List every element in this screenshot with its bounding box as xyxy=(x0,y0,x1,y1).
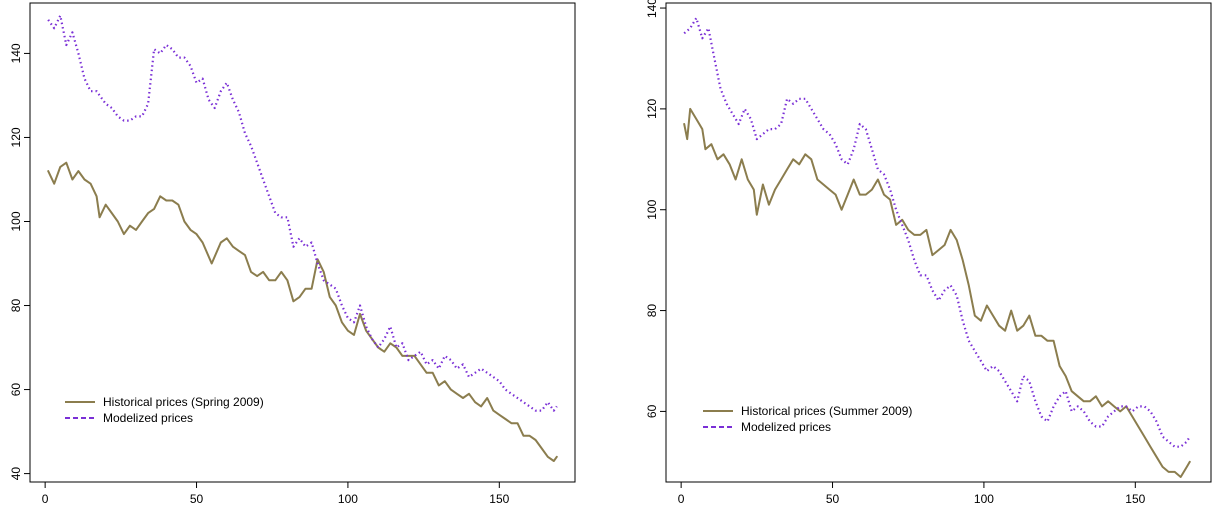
x-tick-label: 50 xyxy=(826,492,840,506)
y-tick-label: 140 xyxy=(645,0,659,18)
x-tick-label: 150 xyxy=(489,492,509,506)
legend-label: Modelized prices xyxy=(741,420,831,434)
modelized-prices-line xyxy=(47,14,558,412)
y-tick-label: 80 xyxy=(9,299,23,313)
y-tick-label: 100 xyxy=(645,199,659,219)
historical-prices-line xyxy=(683,107,1191,478)
historical-prices-line xyxy=(47,161,558,462)
x-tick-label: 150 xyxy=(1125,492,1145,506)
legend-label: Historical prices (Spring 2009) xyxy=(103,395,264,409)
modelized-prices-line xyxy=(683,17,1191,448)
x-tick-label: 100 xyxy=(338,492,358,506)
left-chart-panel: 0 50 100 150 40 60 80 100 120 140 Historical price… xyxy=(9,2,576,506)
plot-frame xyxy=(665,2,1212,483)
x-tick-label: 0 xyxy=(678,492,685,506)
y-tick-label: 80 xyxy=(645,304,659,318)
y-tick-label: 40 xyxy=(9,467,23,481)
legend: Historical prices (Spring 2009) Modelized… xyxy=(65,395,264,425)
y-tick-label: 120 xyxy=(645,99,659,119)
plot-frame xyxy=(29,2,576,483)
x-tick-label: 0 xyxy=(42,492,49,506)
y-tick-label: 100 xyxy=(9,211,23,231)
y-tick-label: 140 xyxy=(9,43,23,63)
y-tick-label: 120 xyxy=(9,127,23,147)
legend: Historical prices (Summer 2009) Modelized… xyxy=(703,404,912,434)
y-tick-label: 60 xyxy=(9,383,23,397)
x-tick-label: 50 xyxy=(190,492,204,506)
right-chart-panel: 0 50 100 150 60 80 100 120 140 Historical prices … xyxy=(645,0,1212,506)
legend-label: Historical prices (Summer 2009) xyxy=(741,404,912,418)
y-tick-label: 60 xyxy=(645,404,659,418)
x-tick-label: 100 xyxy=(974,492,994,506)
legend-label: Modelized prices xyxy=(103,411,193,425)
